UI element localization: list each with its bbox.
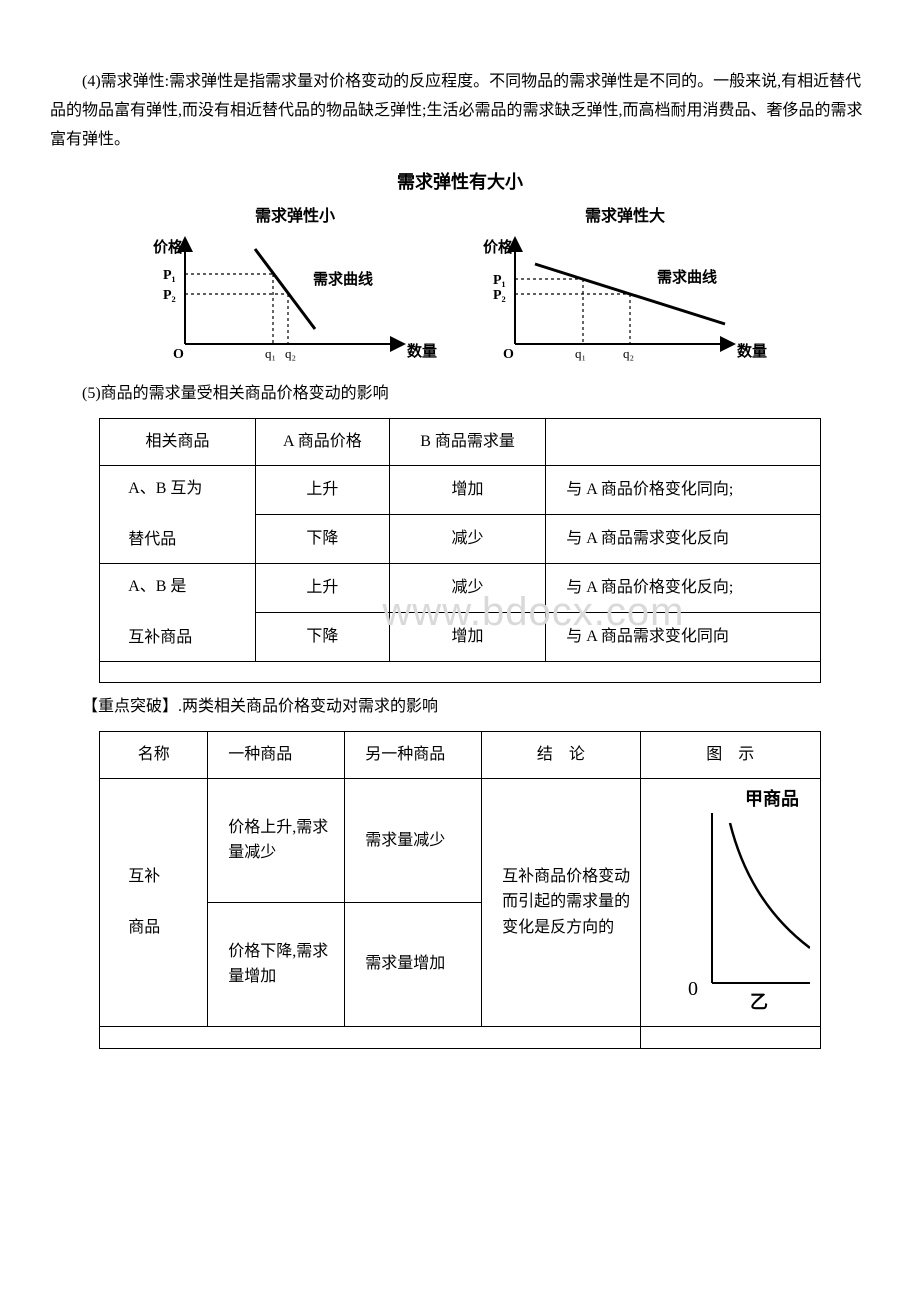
cell: 上升: [255, 465, 389, 514]
q2-label: q₂: [623, 346, 634, 361]
chart-right: 需求弹性大 价格 P₁ P₂ O: [475, 203, 775, 364]
p2-label: P₂: [163, 288, 176, 303]
header-cell: 名称: [100, 732, 208, 779]
cell: 价格下降,需求量增加: [208, 902, 345, 1026]
p2-label: P₂: [493, 288, 506, 303]
diagram-label-top: 甲商品: [745, 788, 799, 809]
chart-right-svg: 价格 P₁ P₂ O q₁ q₂ 数量 需求曲线: [475, 234, 775, 364]
cell: 减少: [389, 563, 545, 612]
chart-main-title: 需求弹性有大小: [397, 166, 523, 198]
p1-label: P₁: [493, 273, 506, 288]
table-row: [100, 1026, 821, 1048]
table-related-goods: 相关商品 A 商品价格 B 商品需求量 A、B 互为 替代品 上升 增加 与 A…: [99, 418, 821, 682]
curve-label: 需求曲线: [657, 268, 717, 286]
header-cell: 另一种商品: [345, 732, 482, 779]
header-cell: 一种商品: [208, 732, 345, 779]
cell: 下降: [255, 514, 389, 563]
cell: 上升: [255, 563, 389, 612]
table-row: 互补 商品 价格上升,需求量减少 需求量减少 互补商品价格变动而引起的需求量的变…: [100, 778, 821, 902]
table-row: [100, 661, 821, 682]
empty-cell: [100, 661, 821, 682]
cell: 需求量增加: [345, 902, 482, 1026]
q1-label: q₁: [575, 346, 586, 361]
elasticity-charts: 需求弹性有大小 需求弹性小: [50, 166, 870, 363]
table-breakthrough: 名称 一种商品 另一种商品 结 论 图 示 互补 商品 价格上升,需求量减少 需…: [99, 731, 821, 1048]
header-cell: 相关商品: [100, 419, 256, 466]
cell-conclusion: 互补商品价格变动而引起的需求量的变化是反方向的: [482, 778, 641, 1026]
curve-label: 需求曲线: [313, 270, 373, 288]
chart-left-subtitle: 需求弹性小: [145, 203, 445, 232]
q2-label: q₂: [285, 346, 296, 361]
header-cell: [546, 419, 821, 466]
header-cell: 结 论: [482, 732, 641, 779]
cell: 增加: [389, 612, 545, 661]
complement-diagram: 甲商品 0 乙: [650, 783, 810, 1013]
chart-left: 需求弹性小 价格: [145, 203, 445, 364]
cell: 减少: [389, 514, 545, 563]
chart-right-subtitle: 需求弹性大: [475, 203, 775, 232]
paragraph-breakthrough: 【重点突破】.两类相关商品价格变动对需求的影响: [50, 693, 870, 722]
table-row: www.bdocx.com A、B 是 互补商品 上升 减少 与 A 商品价格变…: [100, 563, 821, 612]
cell: 与 A 商品需求变化反向: [546, 514, 821, 563]
q1-label: q₁: [265, 346, 276, 361]
cell-complement: www.bdocx.com A、B 是 互补商品: [100, 563, 256, 661]
charts-row: 需求弹性小 价格: [145, 203, 775, 364]
origin-label: O: [503, 347, 514, 362]
cell: 与 A 商品价格变化反向;: [546, 563, 821, 612]
cell-complement-name: 互补 商品: [100, 778, 208, 1026]
x-axis-label: 数量: [737, 342, 767, 360]
empty-cell: [640, 1026, 820, 1048]
cell-diagram: 甲商品 0 乙: [640, 778, 820, 1026]
cell: 增加: [389, 465, 545, 514]
x-axis-label: 数量: [407, 342, 437, 360]
y-axis-label: 价格: [153, 238, 184, 256]
chart-left-svg: 价格 P₁ P₂ O q₁ q₂ 数量 需求曲线: [145, 234, 445, 364]
header-cell: B 商品需求量: [389, 419, 545, 466]
header-cell: A 商品价格: [255, 419, 389, 466]
p1-label: P₁: [163, 268, 176, 283]
paragraph-related-goods: (5)商品的需求量受相关商品价格变动的影响: [50, 380, 870, 409]
diagram-origin: 0: [688, 978, 698, 1000]
y-axis-label: 价格: [483, 238, 514, 256]
header-cell: 图 示: [640, 732, 820, 779]
cell-substitute: A、B 互为 替代品: [100, 465, 256, 563]
cell: 与 A 商品价格变化同向;: [546, 465, 821, 514]
table-row: 名称 一种商品 另一种商品 结 论 图 示: [100, 732, 821, 779]
table-row: A、B 互为 替代品 上升 增加 与 A 商品价格变化同向;: [100, 465, 821, 514]
cell: 价格上升,需求量减少: [208, 778, 345, 902]
table-row: 相关商品 A 商品价格 B 商品需求量: [100, 419, 821, 466]
empty-cell: [100, 1026, 640, 1048]
cell: 与 A 商品需求变化同向: [546, 612, 821, 661]
origin-label: O: [173, 347, 184, 362]
cell: 需求量减少: [345, 778, 482, 902]
diagram-label-bottom: 乙: [750, 992, 768, 1012]
paragraph-elasticity: (4)需求弹性:需求弹性是指需求量对价格变动的反应程度。不同物品的需求弹性是不同…: [50, 68, 870, 154]
cell: 下降: [255, 612, 389, 661]
